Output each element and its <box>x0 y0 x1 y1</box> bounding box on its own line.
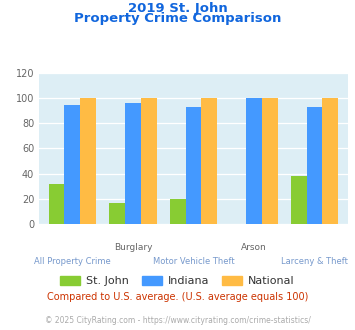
Bar <box>80 98 96 224</box>
Bar <box>201 98 217 224</box>
Legend: St. John, Indiana, National: St. John, Indiana, National <box>56 271 299 290</box>
Bar <box>322 98 338 224</box>
Bar <box>65 106 80 224</box>
Bar <box>262 98 278 224</box>
Bar <box>109 203 125 224</box>
Bar <box>291 176 307 224</box>
Text: All Property Crime: All Property Crime <box>34 257 111 266</box>
Bar <box>125 103 141 224</box>
Text: Burglary: Burglary <box>114 243 152 251</box>
Text: Compared to U.S. average. (U.S. average equals 100): Compared to U.S. average. (U.S. average … <box>47 292 308 302</box>
Bar <box>186 107 201 224</box>
Text: Arson: Arson <box>241 243 267 251</box>
Text: © 2025 CityRating.com - https://www.cityrating.com/crime-statistics/: © 2025 CityRating.com - https://www.city… <box>45 316 310 325</box>
Bar <box>307 107 322 224</box>
Bar <box>141 98 157 224</box>
Text: Property Crime Comparison: Property Crime Comparison <box>74 12 281 24</box>
Bar <box>170 199 186 224</box>
Text: Motor Vehicle Theft: Motor Vehicle Theft <box>153 257 234 266</box>
Bar <box>49 184 65 224</box>
Text: 2019 St. John: 2019 St. John <box>128 2 227 15</box>
Text: Larceny & Theft: Larceny & Theft <box>281 257 348 266</box>
Bar <box>246 98 262 224</box>
